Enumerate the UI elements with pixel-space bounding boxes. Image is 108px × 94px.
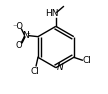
Text: HN: HN	[45, 9, 59, 18]
Text: N: N	[56, 63, 63, 72]
Text: O: O	[16, 41, 22, 50]
Text: +: +	[25, 31, 30, 36]
Text: ⁻O: ⁻O	[12, 22, 23, 31]
Text: Cl: Cl	[31, 67, 40, 76]
Text: Cl: Cl	[83, 56, 91, 65]
Text: N: N	[22, 31, 29, 40]
